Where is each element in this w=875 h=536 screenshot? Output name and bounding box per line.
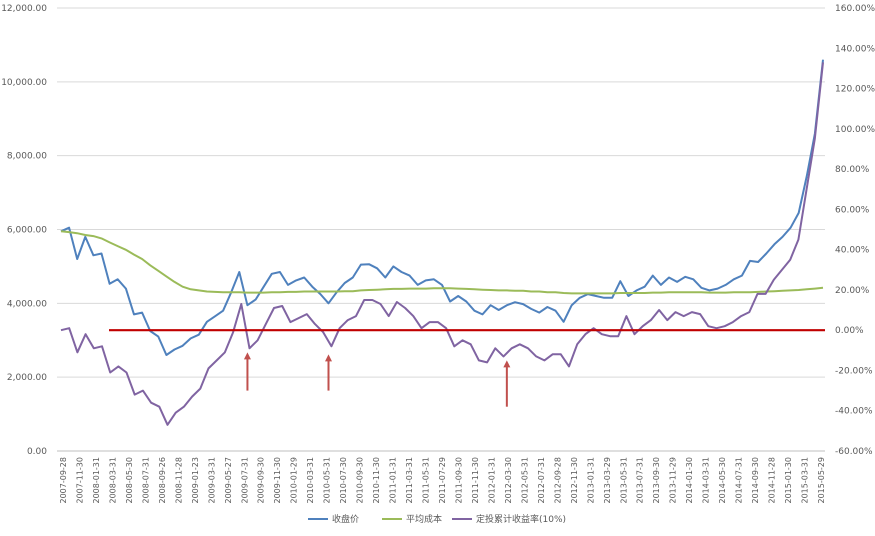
x-tick-label: 2009-03-31 (207, 457, 216, 504)
y-tick-label: 6,000.00 (7, 226, 47, 236)
legend-label: 定投累计收益率(10%) (476, 513, 566, 525)
series-line (60, 230, 824, 295)
y-tick-label: 12,000.00 (1, 4, 47, 14)
x-tick-label: 2009-01-23 (191, 457, 200, 504)
x-tick-label: 2013-09-30 (652, 457, 661, 504)
x-tick-label: 2015-01-30 (784, 457, 793, 504)
x-tick-label: 2010-05-31 (323, 457, 332, 504)
x-tick-label: 2010-11-30 (372, 457, 381, 504)
y2-tick-label: -40.00% (835, 407, 873, 417)
y-tick-label: 8,000.00 (7, 152, 47, 162)
x-tick-label: 2012-07-31 (537, 457, 546, 504)
x-tick-label: 2014-03-31 (702, 457, 711, 504)
x-tick-label: 2011-01-31 (389, 457, 398, 504)
x-tick-label: 2008-09-26 (158, 457, 167, 504)
x-tick-label: 2009-05-27 (224, 457, 233, 504)
x-tick-label: 2010-07-30 (339, 457, 348, 504)
y2-tick-label: 80.00% (835, 165, 870, 175)
y-tick-label: 0.00 (27, 447, 47, 457)
x-tick-label: 2008-01-31 (92, 457, 101, 504)
series-line (60, 59, 824, 356)
y2-tick-label: 20.00% (835, 286, 870, 296)
x-tick-label: 2013-01-31 (586, 457, 595, 504)
y2-tick-label: 140.00% (835, 44, 875, 54)
legend-label: 收盘价 (332, 513, 359, 525)
x-tick-label: 2008-11-28 (174, 457, 183, 504)
arrow-head (325, 354, 333, 362)
x-tick-label: 2015-03-31 (801, 457, 810, 504)
y2-tick-label: -20.00% (835, 366, 873, 376)
x-tick-label: 2011-05-31 (422, 457, 431, 504)
y2-tick-label: 60.00% (835, 205, 870, 215)
y-tick-label: 4,000.00 (7, 299, 47, 309)
y2-tick-label: 40.00% (835, 246, 870, 256)
x-tick-label: 2008-03-31 (108, 457, 117, 504)
x-tick-label: 2007-11-30 (75, 457, 84, 504)
series-line (60, 62, 824, 426)
x-tick-label: 2013-07-31 (636, 457, 645, 504)
x-tick-label: 2012-11-30 (570, 457, 579, 504)
x-tick-label: 2008-07-31 (141, 457, 150, 504)
y-tick-label: 2,000.00 (7, 373, 47, 383)
arrow-head (243, 352, 251, 360)
x-tick-label: 2013-11-29 (669, 457, 678, 504)
x-tick-label: 2011-09-30 (454, 457, 463, 504)
x-tick-label: 2009-07-31 (240, 457, 249, 504)
legend-label: 平均成本 (406, 513, 442, 525)
y2-tick-label: 120.00% (835, 85, 875, 95)
x-tick-label: 2011-07-29 (438, 457, 447, 504)
y2-tick-label: 100.00% (835, 125, 875, 135)
x-tick-label: 2010-03-31 (306, 457, 315, 504)
x-tick-label: 2014-09-30 (751, 457, 760, 504)
x-tick-label: 2010-01-29 (290, 457, 299, 504)
x-tick-label: 2012-05-31 (520, 457, 529, 504)
x-tick-label: 2009-11-30 (273, 457, 282, 504)
x-tick-label: 2009-09-30 (257, 457, 266, 504)
x-tick-label: 2012-01-31 (487, 457, 496, 504)
x-tick-label: 2015-05-29 (817, 457, 826, 504)
x-tick-label: 2012-03-30 (504, 457, 513, 504)
x-tick-label: 2014-07-31 (735, 457, 744, 504)
x-tick-label: 2014-01-30 (685, 457, 694, 504)
y-tick-label: 10,000.00 (1, 78, 47, 88)
x-tick-label: 2010-09-30 (356, 457, 365, 504)
x-tick-label: 2011-11-30 (471, 457, 480, 504)
x-tick-label: 2013-03-29 (603, 457, 612, 504)
y2-tick-label: -60.00% (835, 447, 873, 457)
y2-tick-label: 160.00% (835, 4, 875, 14)
x-tick-label: 2008-05-30 (125, 457, 134, 504)
x-tick-label: 2012-09-28 (553, 457, 562, 504)
arrow-head (503, 360, 511, 368)
x-tick-label: 2014-11-28 (768, 457, 777, 504)
x-tick-label: 2014-05-30 (718, 457, 727, 504)
x-tick-label: 2011-03-31 (405, 457, 414, 504)
y2-tick-label: 0.00% (835, 326, 864, 336)
x-tick-label: 2007-09-28 (59, 457, 68, 504)
x-tick-label: 2013-05-31 (619, 457, 628, 504)
